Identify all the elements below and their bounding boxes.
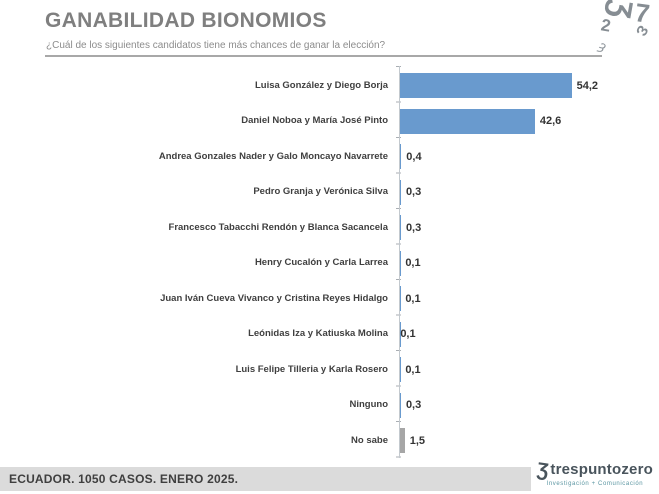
category-label: Francesco Tabacchi Rendón y Blanca Sacan… [168, 221, 388, 233]
brand-name: trespuntozero [550, 461, 653, 478]
category-label: Pedro Granja y Verónica Silva [253, 186, 388, 198]
category-label: Luisa González y Diego Borja [254, 79, 388, 91]
category-label: Leónidas Iza y Katiuska Molina [248, 328, 388, 340]
brand-tagline: Investigación + Comunicación [546, 481, 644, 487]
bar [400, 179, 401, 205]
brand-logo: Ʒ trespuntozero Investigación + Comunica… [535, 459, 653, 487]
value-label: 0,1 [405, 257, 421, 270]
chart-row: Francesco Tabacchi Rendón y Blanca Sacan… [0, 210, 659, 246]
axis-ticks [396, 66, 401, 459]
category-label: Andrea Gonzales Nader y Galo Moncayo Nav… [158, 150, 388, 162]
chart-row: Luisa González y Diego Borja 54,2 [0, 68, 659, 104]
value-label: 0,4 [406, 150, 422, 163]
chart-row: Pedro Granja y Verónica Silva 0,3 [0, 175, 659, 211]
source-bar: ECUADOR. 1050 CASOS. ENERO 2025. [0, 467, 531, 491]
brand-glyph-icon: 2 [599, 15, 613, 36]
brand-mark-icon: Ʒ 2 7 Ɛ [597, 0, 659, 58]
chart-row: Henry Cucalón y Carla Larrea 0,1 [0, 246, 659, 282]
category-label: Henry Cucalón y Carla Larrea [254, 257, 388, 269]
bar [400, 392, 401, 418]
survey-question: ¿Cuál de los siguientes candidatos tiene… [46, 40, 386, 51]
chart-row: No sabe 1,5 [0, 423, 659, 459]
chart-row: Ninguno 0,3 [0, 388, 659, 424]
category-label: Luis Felipe Tilleria y Karla Rosero [235, 363, 388, 375]
value-label: 0,1 [400, 328, 416, 341]
category-label: Juan Iván Cueva Vivanco y Cristina Reyes… [160, 292, 388, 304]
value-label: 0,3 [405, 399, 422, 412]
brand-glyph-icon: Ɛ [631, 22, 652, 39]
value-label: 0,3 [405, 221, 422, 234]
value-label: 54,2 [576, 79, 599, 92]
chart-row: Leónidas Iza y Katiuska Molina 0,1 [0, 317, 659, 353]
source-text: ECUADOR. 1050 CASOS. ENERO 2025. [9, 472, 239, 486]
category-label: Daniel Noboa y María José Pinto [241, 115, 388, 127]
chart-row: Juan Iván Cueva Vivanco y Cristina Reyes… [0, 281, 659, 317]
value-label: 0,1 [405, 292, 421, 305]
page-title: GANABILIDAD BIONOMIOS [45, 9, 327, 32]
category-label: Ninguno [349, 399, 388, 411]
chart-row: Andrea Gonzales Nader y Galo Moncayo Nav… [0, 139, 659, 175]
bar-chart: Luisa González y Diego Borja 54,2 Daniel… [0, 68, 659, 459]
value-label: 0,3 [405, 186, 422, 199]
chart-row: Luis Felipe Tilleria y Karla Rosero 0,1 [0, 352, 659, 388]
value-label: 0,1 [405, 363, 421, 376]
header-divider [45, 55, 602, 57]
bar [400, 215, 401, 241]
brand-3-icon: Ʒ [535, 459, 550, 482]
bar [400, 108, 535, 134]
bar [400, 428, 405, 454]
bar [400, 73, 572, 99]
chart-row: Daniel Noboa y María José Pinto 42,6 [0, 104, 659, 140]
category-label: No sabe [351, 434, 388, 446]
bar [400, 144, 402, 170]
category-axis [399, 66, 400, 458]
value-label: 42,6 [539, 115, 562, 128]
value-label: 1,5 [409, 434, 426, 447]
